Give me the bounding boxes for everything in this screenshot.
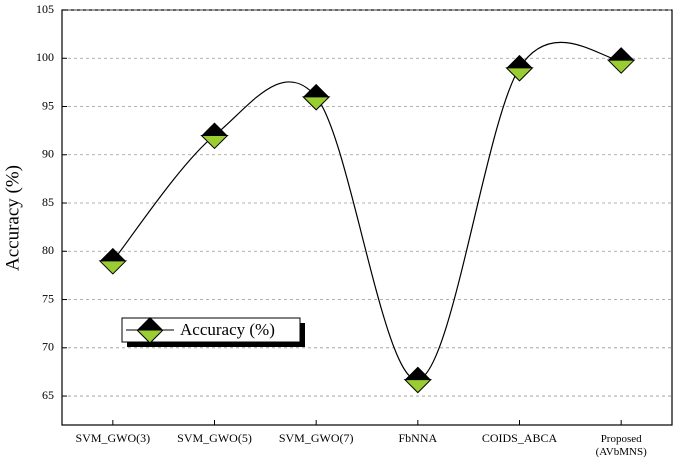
marker-bottom <box>505 67 534 82</box>
marker-bottom <box>98 260 128 275</box>
data-marker <box>403 366 433 394</box>
y-axis-label: Accuracy (%) <box>2 165 23 271</box>
y-tick-label: 105 <box>36 2 54 16</box>
y-tick-label: 75 <box>42 291 54 305</box>
x-tick-label: COIDS_ABCA <box>482 431 558 445</box>
data-marker <box>98 247 128 275</box>
marker-top <box>303 83 330 97</box>
x-tick-label: Proposed (AVbMNS) <box>596 433 647 458</box>
y-tick-label: 100 <box>36 50 54 64</box>
legend-label: Accuracy (%) <box>180 320 275 339</box>
marker-bottom <box>606 59 636 74</box>
legend-marker <box>135 317 165 344</box>
x-tick-label: SVM_GWO(3) <box>75 431 150 445</box>
marker-top <box>608 47 635 61</box>
y-tick-label: 90 <box>42 147 54 161</box>
marker-bottom <box>200 134 229 150</box>
marker-bottom <box>135 329 165 344</box>
y-tick-label: 70 <box>42 340 54 354</box>
marker-top <box>137 317 163 330</box>
data-marker <box>505 54 534 82</box>
marker-top <box>201 122 228 136</box>
plot-frame <box>61 9 673 426</box>
x-tick-label: SVM_GWO(5) <box>177 431 252 445</box>
marker-bottom <box>403 379 433 394</box>
data-marker <box>200 122 229 150</box>
y-tick-label: 95 <box>42 98 54 112</box>
data-marker <box>606 47 636 74</box>
marker-bottom <box>301 96 331 111</box>
x-tick-label: SVM_GWO(7) <box>279 431 354 445</box>
marker-top <box>506 54 533 68</box>
y-tick-label: 85 <box>42 195 54 209</box>
marker-top <box>404 366 431 380</box>
y-tick-label: 80 <box>42 243 54 257</box>
marker-top <box>99 247 126 261</box>
data-marker <box>301 83 331 111</box>
y-tick-label: 65 <box>42 388 54 402</box>
x-tick-label: FbNNA <box>398 431 437 445</box>
